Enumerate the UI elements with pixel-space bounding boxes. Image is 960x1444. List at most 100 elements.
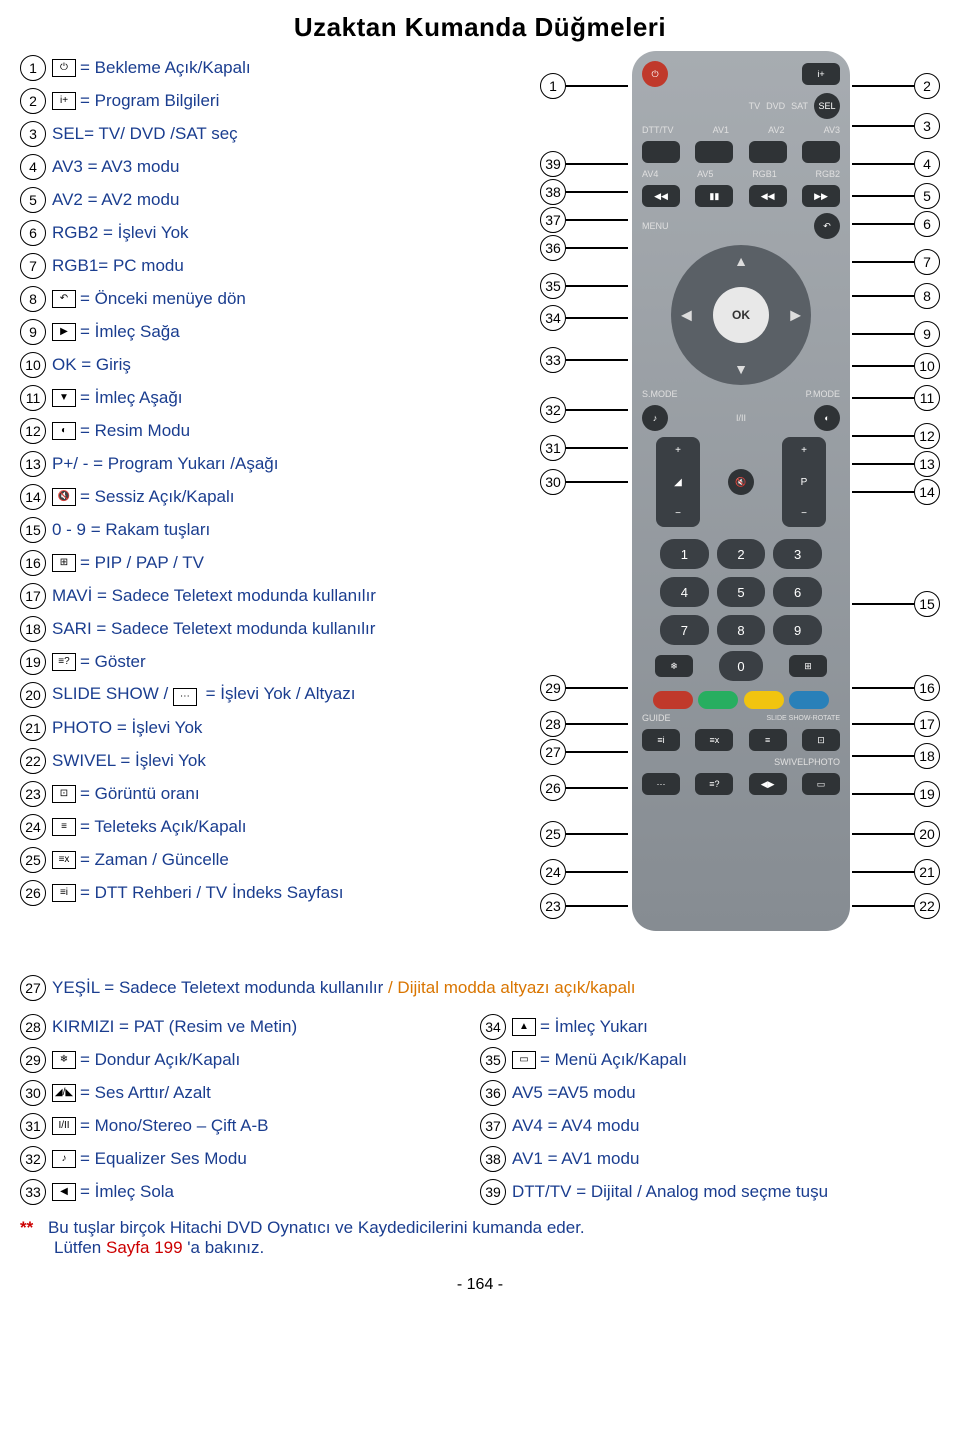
legend-num-27: 27 — [20, 975, 46, 1001]
sat-label: SAT — [791, 101, 808, 111]
callout-3: 3 — [852, 113, 940, 139]
legend-num: 4 — [20, 154, 46, 180]
legend-text: OK = Giriş — [52, 355, 131, 375]
legend-num: 1 — [20, 55, 46, 81]
legend-num: 17 — [20, 583, 46, 609]
legend-num: 23 — [20, 781, 46, 807]
yellow-button — [744, 691, 784, 709]
legend-icon: ❄ — [52, 1051, 76, 1069]
legend-item-22: 22SWIVEL = İşlevi Yok — [20, 744, 540, 777]
legend-icon: ⏻ — [52, 59, 76, 77]
callout-num: 6 — [914, 211, 940, 237]
legend-text: SARI = Sadece Teletext modunda kullanılı… — [52, 619, 375, 639]
callout-num: 32 — [540, 397, 566, 423]
callout-1: 1 — [540, 73, 628, 99]
legend-num: 38 — [480, 1146, 506, 1172]
sel-button: SEL — [814, 93, 840, 119]
legend-item-3: 3SEL= TV/ DVD /SAT seç — [20, 117, 540, 150]
legend-num: 21 — [20, 715, 46, 741]
callout-line — [852, 195, 914, 197]
callout-15: 15 — [852, 591, 940, 617]
legend-item-23: 23⊡= Görüntü oranı — [20, 777, 540, 810]
legend-text: = Görüntü oranı — [80, 784, 200, 804]
callout-line — [852, 163, 914, 165]
legend-num: 9 — [20, 319, 46, 345]
callout-num: 31 — [540, 435, 566, 461]
legend-text: = Mono/Stereo – Çift A-B — [80, 1116, 269, 1136]
nav-up: ▲ — [734, 253, 748, 269]
callout-line — [852, 755, 914, 757]
legend-text: AV4 = AV4 modu — [512, 1116, 639, 1136]
legend-bottom-left: 28KIRMIZI = PAT (Resim ve Metin)29❄= Don… — [20, 1010, 480, 1208]
callout-9: 9 — [852, 321, 940, 347]
callout-38: 38 — [540, 179, 628, 205]
callout-num: 16 — [914, 675, 940, 701]
legend-icon: I/II — [52, 1117, 76, 1135]
photo-label: PHOTO — [808, 757, 840, 767]
callout-num: 19 — [914, 781, 940, 807]
legend-icon: ⊞ — [52, 554, 76, 572]
num-2: 2 — [717, 539, 766, 569]
callout-line — [566, 85, 628, 87]
legend-27-main: YEŞİL = Sadece Teletext modunda kullanıl… — [52, 978, 388, 997]
legend-text: = DTT Rehberi / TV İndeks Sayfası — [80, 883, 343, 903]
nav-ring: ▲ ▼ ◀ ▶ OK — [671, 245, 811, 385]
legend-text: = İmleç Yukarı — [540, 1017, 648, 1037]
av5-btn: ▮▮ — [695, 185, 733, 207]
vol-plus: + — [675, 445, 681, 456]
callout-24: 24 — [540, 859, 628, 885]
legend-num: 34 — [480, 1014, 506, 1040]
callout-num: 11 — [914, 385, 940, 411]
callout-line — [566, 871, 628, 873]
legend-icon: ▭ — [512, 1051, 536, 1069]
callout-num: 13 — [914, 451, 940, 477]
callout-line — [566, 905, 628, 907]
callout-num: 30 — [540, 469, 566, 495]
legend-text: = Ses Arttır/ Azalt — [80, 1083, 211, 1103]
legend-item-5: 5AV2 = AV2 modu — [20, 183, 540, 216]
legend-item-29: 29❄= Dondur Açık/Kapalı — [20, 1043, 480, 1076]
blue-button — [789, 691, 829, 709]
callout-18: 18 — [852, 743, 940, 769]
pmode-label: P.MODE — [806, 389, 840, 399]
callout-num: 36 — [540, 235, 566, 261]
legend-item-25: 25≡x= Zaman / Güncelle — [20, 843, 540, 876]
legend-item-32: 32♪= Equalizer Ses Modu — [20, 1142, 480, 1175]
legend-item-1: 1 ⏻= Bekleme Açık/Kapalı — [20, 51, 540, 84]
legend-icon: ↶ — [52, 290, 76, 308]
legend-num: 6 — [20, 220, 46, 246]
callout-line — [566, 481, 628, 483]
legend-text: SWIVEL = İşlevi Yok — [52, 751, 206, 771]
callout-num: 24 — [540, 859, 566, 885]
legend-item-39: 39DTT/TV = Dijital / Analog mod seçme tu… — [480, 1175, 940, 1208]
legend-item-11: 11▼= İmleç Aşağı — [20, 381, 540, 414]
callout-6: 6 — [852, 211, 940, 237]
legend-item-17: 17MAVİ = Sadece Teletext modunda kullanı… — [20, 579, 540, 612]
callout-21: 21 — [852, 859, 940, 885]
legend-text: = Bekleme Açık/Kapalı — [80, 58, 251, 78]
callout-line — [566, 787, 628, 789]
footnote-line2b: 'a bakınız. — [183, 1238, 265, 1257]
legend-item-24: 24≡= Teleteks Açık/Kapalı — [20, 810, 540, 843]
legend-num: 12 — [20, 418, 46, 444]
av1-label: AV1 — [713, 125, 729, 135]
legend-item-13: 13P+/ - = Program Yukarı /Aşağı — [20, 447, 540, 480]
pmode-btn: ◐ — [814, 405, 840, 431]
info-button: i+ — [802, 63, 840, 85]
legend-num: 16 — [20, 550, 46, 576]
callout-33: 33 — [540, 347, 628, 373]
callout-23: 23 — [540, 893, 628, 919]
callout-26: 26 — [540, 775, 628, 801]
callout-num: 37 — [540, 207, 566, 233]
legend-item-6: 6RGB2 = İşlevi Yok — [20, 216, 540, 249]
callout-num: 33 — [540, 347, 566, 373]
num-9: 9 — [773, 615, 822, 645]
callout-line — [852, 333, 914, 335]
legend-text: = Önceki menüye dön — [80, 289, 246, 309]
legend-text: AV5 =AV5 modu — [512, 1083, 636, 1103]
legend-icon: ≡i — [52, 884, 76, 902]
callout-num: 27 — [540, 739, 566, 765]
callout-line — [852, 603, 914, 605]
callout-num: 5 — [914, 183, 940, 209]
dtttv-label: DTT/TV — [642, 125, 674, 135]
